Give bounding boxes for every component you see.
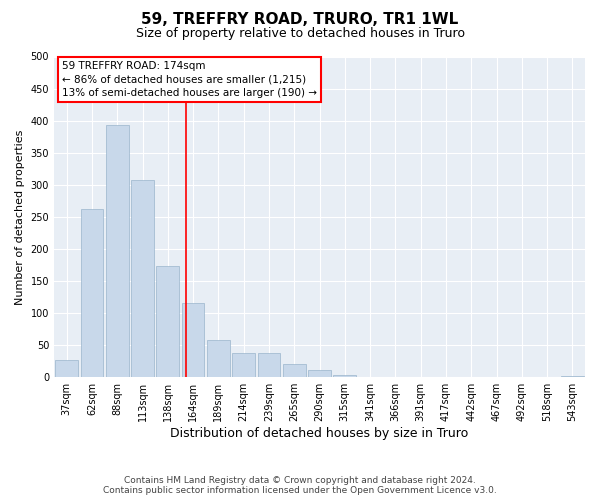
Bar: [485, 376, 508, 377]
Text: Contains HM Land Registry data © Crown copyright and database right 2024.
Contai: Contains HM Land Registry data © Crown c…: [103, 476, 497, 495]
Text: Size of property relative to detached houses in Truro: Size of property relative to detached ho…: [136, 28, 464, 40]
Bar: [283, 364, 305, 377]
Bar: [232, 354, 255, 377]
Bar: [157, 266, 179, 377]
Bar: [561, 376, 584, 377]
Bar: [55, 360, 78, 377]
Text: 59, TREFFRY ROAD, TRURO, TR1 1WL: 59, TREFFRY ROAD, TRURO, TR1 1WL: [142, 12, 458, 28]
Bar: [131, 180, 154, 377]
Y-axis label: Number of detached properties: Number of detached properties: [15, 129, 25, 304]
Bar: [257, 354, 280, 377]
Text: 59 TREFFRY ROAD: 174sqm
← 86% of detached houses are smaller (1,215)
13% of semi: 59 TREFFRY ROAD: 174sqm ← 86% of detache…: [62, 62, 317, 98]
Bar: [80, 208, 103, 377]
Bar: [308, 370, 331, 377]
Bar: [334, 376, 356, 377]
Bar: [182, 304, 205, 377]
Bar: [106, 125, 128, 377]
Bar: [207, 340, 230, 377]
X-axis label: Distribution of detached houses by size in Truro: Distribution of detached houses by size …: [170, 427, 469, 440]
